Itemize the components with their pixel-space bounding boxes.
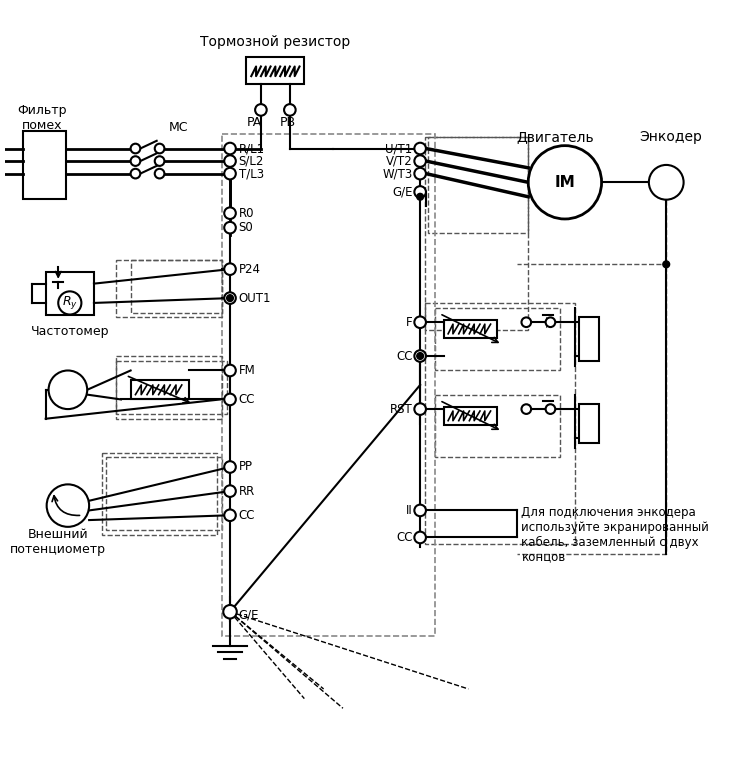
Circle shape bbox=[47, 485, 89, 527]
Text: Частотомер: Частотомер bbox=[31, 326, 109, 339]
Circle shape bbox=[155, 156, 164, 166]
Text: OUT1: OUT1 bbox=[239, 292, 271, 305]
Bar bbox=[246, 57, 304, 84]
Circle shape bbox=[417, 194, 424, 200]
Circle shape bbox=[255, 104, 267, 116]
Bar bbox=[101, 452, 218, 535]
Text: RST: RST bbox=[390, 402, 412, 415]
Text: Двигатель: Двигатель bbox=[517, 130, 594, 144]
Text: Внешний
потенциометр: Внешний потенциометр bbox=[11, 528, 106, 556]
Text: Фильтр
помех: Фильтр помех bbox=[17, 104, 67, 131]
Circle shape bbox=[415, 403, 426, 415]
Circle shape bbox=[417, 353, 424, 359]
Circle shape bbox=[415, 505, 426, 516]
Circle shape bbox=[415, 155, 426, 167]
Circle shape bbox=[131, 144, 140, 154]
Circle shape bbox=[155, 144, 164, 154]
Circle shape bbox=[155, 169, 164, 178]
Circle shape bbox=[225, 394, 236, 406]
Circle shape bbox=[284, 104, 296, 116]
Text: II: II bbox=[406, 504, 412, 517]
Text: G/E: G/E bbox=[392, 185, 412, 198]
Text: $R_y$: $R_y$ bbox=[62, 294, 78, 312]
Text: T/L3: T/L3 bbox=[239, 167, 264, 180]
Circle shape bbox=[131, 156, 140, 166]
Text: V/T2: V/T2 bbox=[386, 154, 412, 167]
Circle shape bbox=[415, 143, 426, 154]
Circle shape bbox=[649, 165, 683, 200]
Bar bbox=[579, 404, 599, 443]
Text: CC: CC bbox=[239, 393, 255, 406]
Circle shape bbox=[546, 404, 555, 414]
Circle shape bbox=[546, 317, 555, 327]
Bar bbox=[428, 137, 528, 233]
Bar bbox=[116, 260, 222, 317]
Circle shape bbox=[223, 605, 237, 618]
Circle shape bbox=[225, 293, 236, 304]
Bar bbox=[425, 303, 575, 545]
Circle shape bbox=[131, 169, 140, 178]
Circle shape bbox=[225, 263, 236, 275]
Circle shape bbox=[415, 531, 426, 543]
Text: Для подключения энкодера
используйте экранированный
кабель, заземленный с двух
к: Для подключения энкодера используйте экр… bbox=[521, 505, 710, 564]
Text: P24: P24 bbox=[239, 263, 261, 276]
Circle shape bbox=[415, 186, 426, 197]
Text: R0: R0 bbox=[239, 207, 254, 220]
Bar bbox=[445, 320, 497, 338]
Text: CC: CC bbox=[396, 349, 412, 362]
Circle shape bbox=[49, 370, 87, 409]
Bar bbox=[131, 380, 189, 399]
Text: Энкодер: Энкодер bbox=[640, 130, 702, 144]
Bar bbox=[579, 317, 599, 361]
Text: PA: PA bbox=[246, 116, 262, 129]
Text: RR: RR bbox=[239, 485, 255, 498]
Bar bbox=[107, 458, 222, 530]
Circle shape bbox=[521, 404, 531, 414]
Text: Тормозной резистор: Тормозной резистор bbox=[201, 35, 351, 49]
Polygon shape bbox=[53, 274, 63, 282]
Bar bbox=[116, 361, 227, 414]
Bar bbox=[131, 260, 222, 313]
Bar bbox=[116, 356, 222, 419]
Text: CC: CC bbox=[396, 531, 412, 544]
Bar bbox=[435, 308, 560, 370]
Text: S0: S0 bbox=[239, 221, 253, 234]
Circle shape bbox=[528, 146, 602, 219]
Circle shape bbox=[415, 168, 426, 180]
Circle shape bbox=[59, 291, 81, 315]
Circle shape bbox=[225, 168, 236, 180]
Text: FM: FM bbox=[239, 364, 255, 377]
Circle shape bbox=[663, 261, 670, 268]
Text: CC: CC bbox=[239, 508, 255, 521]
Text: U/T1: U/T1 bbox=[385, 142, 412, 155]
Circle shape bbox=[225, 207, 236, 219]
Text: S/L2: S/L2 bbox=[239, 154, 264, 167]
Bar bbox=[222, 134, 435, 636]
Circle shape bbox=[225, 485, 236, 497]
Circle shape bbox=[415, 350, 426, 362]
Circle shape bbox=[225, 155, 236, 167]
Text: R/L1: R/L1 bbox=[239, 142, 265, 155]
Circle shape bbox=[225, 143, 236, 154]
Circle shape bbox=[225, 509, 236, 521]
Circle shape bbox=[225, 365, 236, 376]
Circle shape bbox=[521, 317, 531, 327]
Circle shape bbox=[415, 316, 426, 328]
Circle shape bbox=[227, 295, 234, 302]
Text: G/E: G/E bbox=[239, 608, 259, 621]
Text: IM: IM bbox=[554, 175, 575, 190]
Text: W/T3: W/T3 bbox=[382, 167, 412, 180]
Circle shape bbox=[225, 462, 236, 473]
Text: MC: MC bbox=[169, 121, 189, 134]
Bar bbox=[435, 395, 560, 458]
Text: F: F bbox=[406, 316, 412, 329]
Bar bbox=[425, 137, 528, 330]
Text: PP: PP bbox=[239, 461, 252, 474]
Circle shape bbox=[225, 222, 236, 233]
Bar bbox=[445, 407, 497, 425]
Bar bbox=[23, 131, 66, 199]
Bar bbox=[46, 272, 94, 316]
Text: PB: PB bbox=[280, 116, 296, 129]
